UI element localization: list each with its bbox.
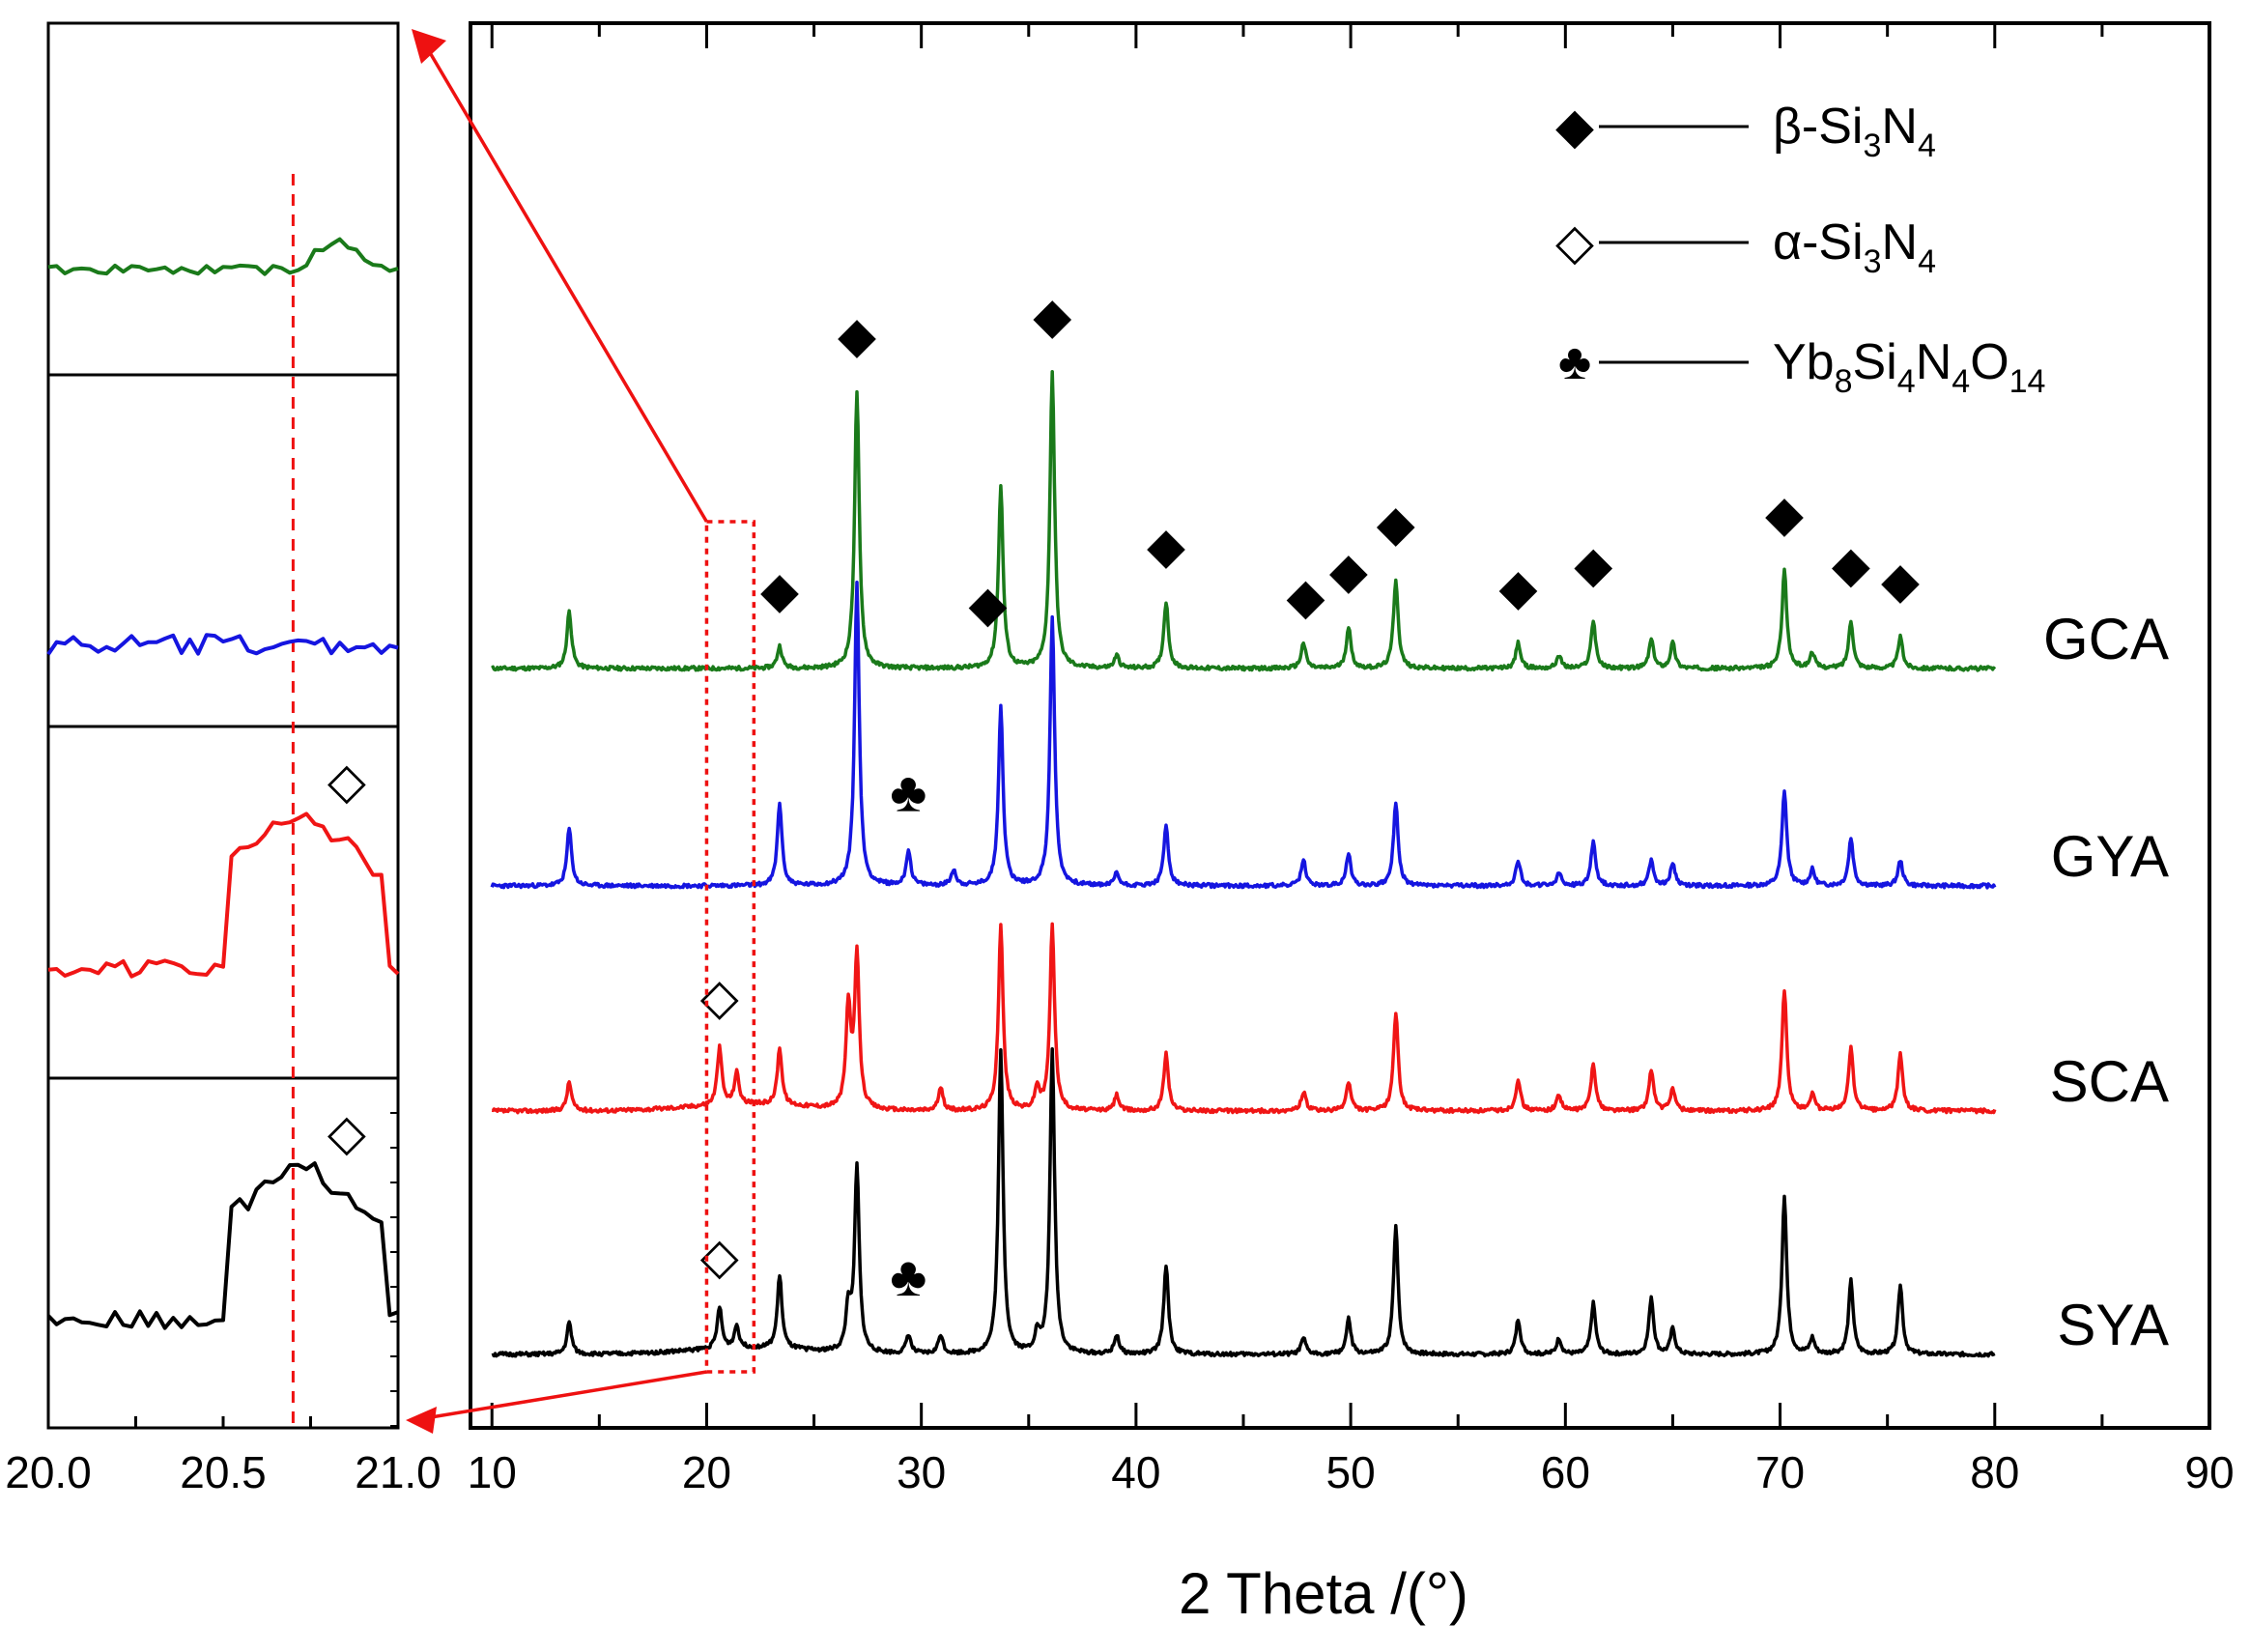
legend: ◆ β-Si3N4 ◇ α-Si3N4 ♣ Yb8Si4N4O14 <box>1555 99 2045 400</box>
inset-trace-sya <box>46 1161 399 1330</box>
x-tick-label: 60 <box>1541 1447 1590 1497</box>
x-tick-label: 30 <box>897 1447 946 1497</box>
zoom-indicator <box>406 29 756 1434</box>
zoom-region-box <box>704 520 756 1374</box>
legend-symbol-club: ♣ <box>1558 334 1591 390</box>
inset-x-tick-label: 20.0 <box>5 1447 92 1497</box>
zoom-arrowhead-bottom <box>406 1407 437 1434</box>
legend-label-yb: Yb8Si4N4O14 <box>1773 334 2045 400</box>
legend-symbol-alpha: ◇ <box>1555 214 1594 271</box>
sample-label-gca: GCA <box>2043 607 2169 671</box>
inset-zoom: 20.0 20.5 21.0 ◇ ◇ <box>5 21 442 1497</box>
sample-label-sca: SCA <box>2050 1049 2169 1114</box>
x-tick-label: 90 <box>2184 1447 2234 1497</box>
solid-diamond-marker: ◆ <box>1033 288 1071 344</box>
phase-markers-group: ◆◆◆◆◆◆ ◆◆◆ ◆◆◆ ◆♣◇◇ ♣ <box>700 288 1920 1307</box>
legend-symbol-beta: ◆ <box>1555 99 1594 155</box>
inset-x-tick-label: 20.5 <box>180 1447 267 1497</box>
inset-trace-gca <box>47 237 399 276</box>
solid-diamond-marker: ◆ <box>1881 554 1920 610</box>
xrd-pattern-sya <box>491 1046 1996 1358</box>
solid-diamond-marker: ◆ <box>838 308 876 364</box>
solid-diamond-marker: ◆ <box>969 577 1008 633</box>
sample-label-gya: GYA <box>2051 824 2169 889</box>
zoom-arrow-top <box>423 43 708 523</box>
inset-open-diamond-marker: ◇ <box>328 1105 366 1161</box>
xrd-pattern-gya <box>490 580 1997 890</box>
solid-diamond-marker: ◆ <box>1377 496 1415 552</box>
solid-diamond-marker: ◆ <box>1286 569 1325 625</box>
x-tick-label: 50 <box>1326 1447 1376 1497</box>
solid-diamond-marker: ◆ <box>1765 486 1804 542</box>
solid-diamond-marker: ◆ <box>1498 559 1537 615</box>
x-tick-label: 20 <box>682 1447 731 1497</box>
xrd-pattern-gca <box>491 369 1997 672</box>
zoom-arrowhead-top <box>412 29 446 64</box>
solid-diamond-marker: ◆ <box>1574 537 1612 593</box>
sample-labels-group: GCA GYA SCA SYA <box>2043 607 2169 1357</box>
x-tick-label: 80 <box>1970 1447 2019 1497</box>
inset-trace-sca <box>47 812 400 979</box>
inset-x-tick-label: 21.0 <box>355 1447 442 1497</box>
club-marker: ♣ <box>890 760 926 823</box>
x-tick-label: 70 <box>1755 1447 1805 1497</box>
club-marker: ♣ <box>890 1245 926 1308</box>
legend-label-alpha: α-Si3N4 <box>1773 214 1936 280</box>
solid-diamond-marker: ◆ <box>760 562 799 618</box>
solid-diamond-marker: ◆ <box>1329 544 1368 600</box>
x-tick-label: 10 <box>468 1447 517 1497</box>
solid-diamond-marker: ◆ <box>1832 537 1870 593</box>
xrd-pattern-sca <box>491 922 1997 1115</box>
legend-label-beta: β-Si3N4 <box>1773 99 1936 164</box>
main-plot-frame <box>469 21 2211 1430</box>
inset-open-diamond-marker: ◇ <box>328 754 366 810</box>
sample-label-sya: SYA <box>2057 1293 2169 1357</box>
main-x-axis: 10 20 30 40 50 60 70 80 90 <box>468 23 2235 1497</box>
inset-trace-gya <box>46 633 399 656</box>
x-tick-label: 40 <box>1111 1447 1160 1497</box>
zoom-arrow-bottom <box>424 1370 707 1420</box>
x-axis-title: 2 Theta /(°) <box>1179 1561 1468 1626</box>
main-series-group <box>490 369 1997 1358</box>
solid-diamond-marker: ◆ <box>1147 518 1185 574</box>
